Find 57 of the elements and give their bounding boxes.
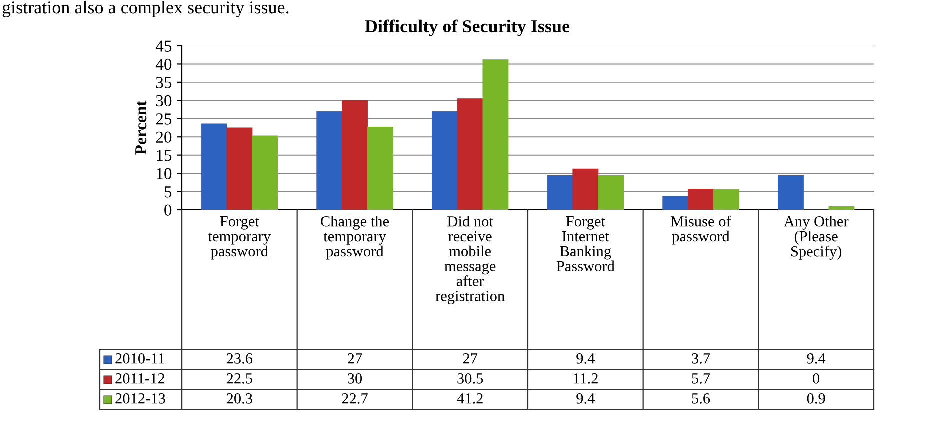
bar [316, 111, 343, 210]
data-label: 27 [463, 354, 478, 364]
bar [482, 60, 509, 210]
x-tick-label: Change the temporary password [321, 216, 390, 260]
data-label: 22.7 [342, 394, 368, 404]
x-tick-label: Did not receive mobile message after registration [436, 216, 505, 305]
bar [778, 175, 804, 210]
y-tick-label: 15 [157, 150, 172, 162]
y-tick-label: 0 [164, 204, 172, 216]
chart-title: Difficulty of Security Issue [365, 20, 570, 36]
y-tick-label: 45 [156, 40, 172, 52]
y-tick-label: 20 [156, 132, 172, 144]
text: gistration also a complex security issue. [2, 1, 289, 18]
data-label: 11.2 [574, 374, 598, 384]
y-tick-label: 10 [157, 168, 172, 180]
data-label: 9.4 [807, 354, 826, 364]
data-label: 5.6 [692, 394, 710, 404]
bar [547, 175, 574, 210]
bar [662, 196, 689, 210]
data-label: 30.5 [458, 374, 484, 384]
bar [342, 100, 368, 210]
data-label: 9.4 [576, 394, 595, 404]
data-label: 27 [348, 354, 362, 364]
bar [572, 168, 599, 210]
y-axis-title: Percent [136, 100, 147, 155]
y-tick-label: 35 [156, 77, 172, 88]
data-label: 22.5 [226, 374, 252, 384]
x-tick-label: Any Other (Please Specify) [784, 216, 849, 260]
legend-label: 2012-13 [116, 394, 166, 404]
data-label: 0.9 [807, 394, 826, 404]
bar [713, 189, 740, 210]
legend-label: 2010-11 [116, 354, 164, 364]
data-label: 20.3 [226, 394, 252, 404]
y-tick-label: 25 [156, 114, 172, 125]
bar [201, 124, 228, 210]
bar [432, 111, 458, 210]
bar [367, 126, 394, 210]
data-label: 23.6 [226, 354, 253, 364]
y-tick-label: 5 [164, 186, 172, 198]
bar [828, 206, 855, 210]
y-tick-label: 40 [156, 58, 172, 70]
bar [598, 175, 624, 210]
data-label: 5.7 [692, 374, 710, 384]
bar [688, 188, 714, 210]
legend-label: 2011-12 [116, 374, 165, 384]
data-label: 3.7 [692, 354, 710, 364]
data-label: 30 [348, 374, 362, 384]
x-tick-label: Misuse of password [671, 216, 732, 245]
bar [252, 136, 278, 210]
data-label: 0 [813, 374, 820, 384]
x-tick-label: Forget Internet Banking Password [556, 216, 615, 272]
x-tick-label: Forget temporary password [208, 216, 271, 260]
bar [457, 98, 484, 210]
data-label: 9.4 [576, 354, 595, 364]
bar [226, 128, 253, 210]
y-tick-label: 30 [156, 95, 172, 107]
data-label: 41.2 [457, 394, 483, 404]
